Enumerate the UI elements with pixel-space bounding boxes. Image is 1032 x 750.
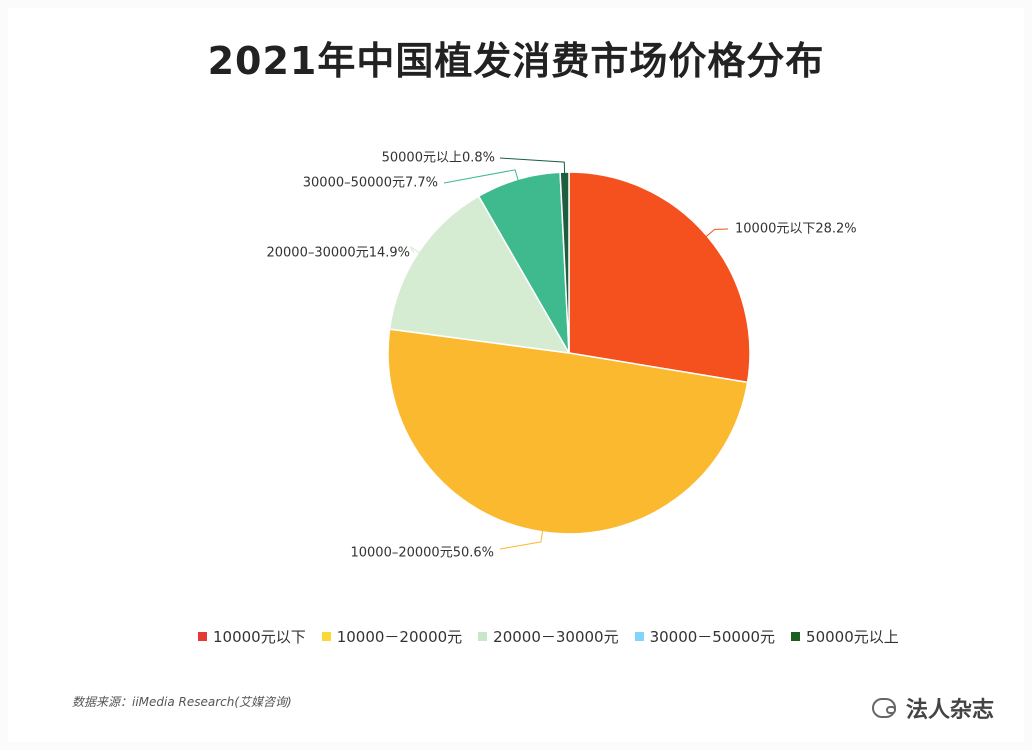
- legend-item: 50000元以上: [791, 626, 899, 647]
- legend-item: 10000元以下: [198, 626, 306, 647]
- legend-swatch: [634, 632, 644, 641]
- legend-label: 30000－50000元: [649, 628, 776, 646]
- legend-item: 20000－30000元: [478, 626, 619, 647]
- legend-item: 30000－50000元: [634, 626, 776, 647]
- leader-line: [705, 228, 729, 238]
- data-label: 10000元以下28.2%: [735, 222, 857, 237]
- legend-item: 10000－20000元: [321, 626, 463, 647]
- legend-label: 50000元以上: [806, 628, 899, 646]
- legend-swatch: [321, 632, 331, 641]
- wechat-icon: [872, 698, 896, 718]
- legend-label: 10000－20000元: [336, 628, 463, 646]
- data-label: 30000–50000元7.7%: [303, 176, 438, 191]
- legend-swatch: [791, 632, 801, 641]
- leader-line: [499, 157, 566, 175]
- pie-slice: [568, 171, 751, 384]
- data-label: 10000–20000元50.6%: [350, 546, 494, 561]
- leader-line: [443, 169, 519, 184]
- chart-legend: 10000元以下 10000－20000元 20000－30000元 30000…: [198, 626, 899, 647]
- chart-title: 2021年中国植发消费市场价格分布: [207, 39, 825, 83]
- data-label: 50000元以上0.8%: [382, 151, 495, 166]
- legend-label: 20000－30000元: [493, 628, 619, 646]
- legend-swatch: [198, 632, 207, 641]
- data-label: 20000–30000元14.9%: [266, 246, 410, 261]
- watermark-text: 法人杂志: [906, 698, 995, 723]
- data-source-note: 数据来源：iiMedia Research(艾媒咨询): [72, 695, 292, 709]
- leader-line: [499, 530, 544, 550]
- legend-swatch: [478, 632, 488, 641]
- legend-label: 10000元以下: [213, 628, 306, 646]
- watermark: 法人杂志: [872, 692, 994, 724]
- leader-line: [409, 246, 421, 254]
